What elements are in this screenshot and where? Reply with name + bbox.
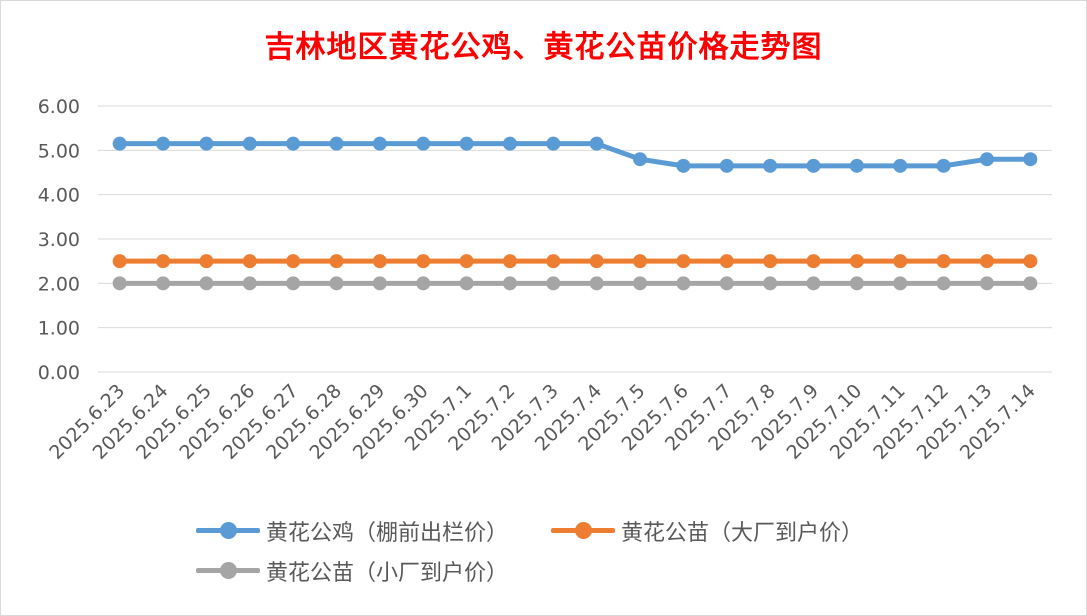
series-1-point [286, 254, 301, 269]
series-2-point [676, 276, 691, 291]
series-0-point [416, 136, 431, 151]
series-0-point [329, 136, 344, 151]
series-0-point [676, 158, 691, 173]
series-0-point [286, 136, 301, 151]
series-1-point [502, 254, 517, 269]
y-tick-label: 4.00 [38, 185, 80, 207]
series-2-point [416, 276, 431, 291]
legend-marker-chick-large-farm [575, 522, 592, 539]
y-tick-label: 6.00 [38, 96, 80, 118]
series-0-point [806, 158, 821, 173]
series-1-point [242, 254, 257, 269]
series-1-point [719, 254, 734, 269]
series-2-point [589, 276, 604, 291]
series-1-point [459, 254, 474, 269]
series-2-point [199, 276, 214, 291]
series-1-point [633, 254, 648, 269]
series-2-point [763, 276, 778, 291]
series-0-point [546, 136, 561, 151]
series-line-0 [117, 141, 1033, 169]
series-0-point [459, 136, 474, 151]
series-2-point [112, 276, 127, 291]
y-tick-label: 2.00 [38, 273, 80, 295]
series-1-point [589, 254, 604, 269]
legend-label-chick-large-farm: 黄花公苗（大厂到户价） [621, 521, 864, 546]
series-2-point [502, 276, 517, 291]
series-0-point [763, 158, 778, 173]
series-2-point [329, 276, 344, 291]
series-0-point [156, 136, 171, 151]
series-0-point [242, 136, 257, 151]
series-layer [112, 136, 1038, 291]
series-2-point [156, 276, 171, 291]
series-0-point [979, 152, 994, 167]
series-1-point [416, 254, 431, 269]
series-0-point [199, 136, 214, 151]
legend-item-rooster[interactable]: 黄花公鸡（棚前出栏价） [196, 516, 508, 546]
y-tick-label: 3.00 [38, 229, 80, 251]
y-tick-label: 1.00 [38, 318, 80, 340]
series-2-point [372, 276, 387, 291]
series-0-point [372, 136, 387, 151]
series-0-point [502, 136, 517, 151]
series-2-point [806, 276, 821, 291]
series-2-point [936, 276, 951, 291]
series-2-point [719, 276, 734, 291]
series-2-point [459, 276, 474, 291]
series-0-point [633, 152, 648, 167]
series-0-point [589, 136, 604, 151]
legend-label-chick-small-farm: 黄花公苗（小厂到户价） [266, 561, 509, 586]
legend-swatch-rooster [196, 516, 260, 546]
series-2-point [893, 276, 908, 291]
series-0-point [112, 136, 127, 151]
legend-swatch-chick-small-farm [196, 556, 260, 586]
series-2-point [546, 276, 561, 291]
legend-marker-chick-small-farm [220, 562, 237, 579]
series-2-point [633, 276, 648, 291]
legend-item-chick-small-farm[interactable]: 黄花公苗（小厂到户价） [196, 556, 508, 586]
series-1-point [546, 254, 561, 269]
series-2-point [242, 276, 257, 291]
series-1-point [936, 254, 951, 269]
series-1-point [676, 254, 691, 269]
y-tick-label: 5.00 [38, 140, 80, 162]
series-1-point [806, 254, 821, 269]
series-1-point [1023, 254, 1038, 269]
series-0-point [893, 158, 908, 173]
series-1-point [329, 254, 344, 269]
series-1-point [372, 254, 387, 269]
series-0-point [719, 158, 734, 173]
legend-item-chick-large-farm[interactable]: 黄花公苗（大厂到户价） [551, 516, 863, 546]
series-2-point [979, 276, 994, 291]
series-0-point [849, 158, 864, 173]
legend-marker-rooster [220, 522, 237, 539]
y-axis-tick-labels: 0.00 1.00 2.00 3.00 4.00 5.00 6.00 [38, 96, 80, 384]
series-0-point [936, 158, 951, 173]
y-tick-label: 0.00 [38, 362, 80, 384]
series-2-point [286, 276, 301, 291]
series-1-point [979, 254, 994, 269]
series-2-point [849, 276, 864, 291]
series-2-point [1023, 276, 1038, 291]
chart-title: 吉林地区黄花公鸡、黄花公苗价格走势图 [264, 30, 823, 65]
series-1-point [199, 254, 214, 269]
series-1-point [849, 254, 864, 269]
legend-label-rooster: 黄花公鸡（棚前出栏价） [266, 521, 509, 546]
series-1-point [112, 254, 127, 269]
gridlines [98, 105, 1052, 373]
x-axis-tick-labels: 2025.6.232025.6.242025.6.252025.6.262025… [45, 380, 1040, 464]
series-1-point [156, 254, 171, 269]
series-1-point [893, 254, 908, 269]
legend-swatch-chick-large-farm [551, 516, 615, 546]
series-0-point [1023, 152, 1038, 167]
series-1-point [763, 254, 778, 269]
